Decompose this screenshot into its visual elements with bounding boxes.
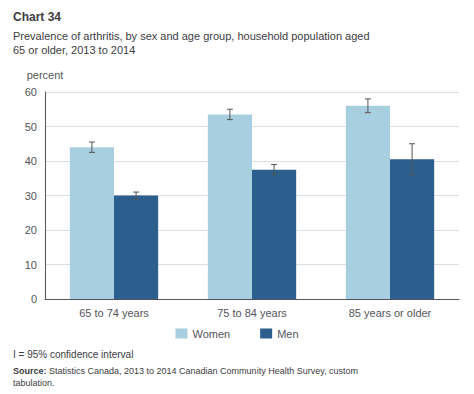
svg-text:65 or older, 2013 to 2014: 65 or older, 2013 to 2014 [13,44,135,56]
svg-text:Men: Men [277,328,298,340]
svg-text:I = 95% confidence interval: I = 95% confidence interval [13,349,133,360]
svg-text:Source:: Source: [13,366,47,376]
svg-text:85 years or older: 85 years or older [349,307,432,319]
svg-text:Prevalence of arthritis, by se: Prevalence of arthritis, by sex and age … [13,30,370,42]
svg-text:10: 10 [25,259,37,271]
svg-text:Chart 34: Chart 34 [13,10,61,24]
svg-text:50: 50 [25,121,37,133]
svg-text:40: 40 [25,155,37,167]
svg-text:20: 20 [25,224,37,236]
svg-text:tabulation.: tabulation. [13,378,55,388]
svg-text:Statistics Canada, 2013 to 201: Statistics Canada, 2013 to 2014 Canadian… [47,366,361,376]
svg-text:65 to 74 years: 65 to 74 years [79,307,149,319]
svg-text:Women: Women [192,328,230,340]
svg-text:0: 0 [31,293,37,305]
svg-text:75 to 84 years: 75 to 84 years [217,307,287,319]
svg-text:percent: percent [27,69,64,81]
svg-text:60: 60 [25,86,37,98]
svg-text:30: 30 [25,190,37,202]
